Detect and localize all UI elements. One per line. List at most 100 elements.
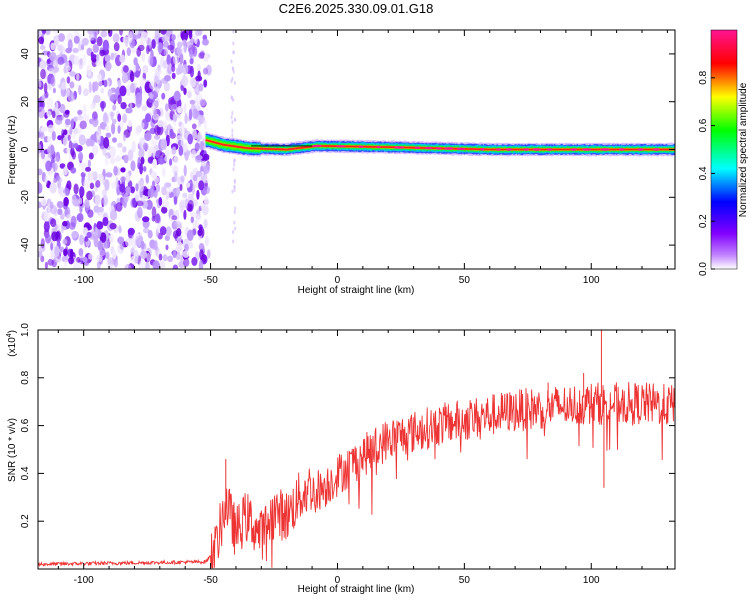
noise-speckle xyxy=(191,128,197,141)
noise-speckle xyxy=(115,176,119,188)
noise-speckle xyxy=(146,252,151,262)
noise-speckle xyxy=(190,77,197,88)
noise-speckle xyxy=(105,172,113,178)
noise-speckle xyxy=(52,87,57,94)
noise-speckle xyxy=(159,260,166,269)
noise-speckle xyxy=(111,122,116,135)
noise-speckle xyxy=(59,103,66,114)
noise-speckle xyxy=(172,54,180,65)
sparse-speckle xyxy=(232,50,235,55)
noise-speckle xyxy=(188,30,193,40)
snr-scale-exp: 4 xyxy=(6,333,13,337)
noise-speckle xyxy=(172,250,177,259)
noise-speckle xyxy=(44,175,48,186)
noise-speckle xyxy=(182,250,190,258)
sparse-speckle xyxy=(234,226,237,231)
noise-speckle xyxy=(89,182,95,190)
noise-speckle xyxy=(77,109,83,116)
noise-speckle xyxy=(152,260,160,269)
spectrogram-xtick-label: 0 xyxy=(335,275,341,286)
sparse-speckle xyxy=(231,189,234,194)
noise-speckle xyxy=(198,114,205,125)
noise-speckle xyxy=(69,81,75,89)
noise-speckle xyxy=(100,30,108,38)
signal-track-highlight xyxy=(394,146,405,149)
sparse-speckle xyxy=(233,210,236,215)
noise-speckle xyxy=(176,228,182,237)
noise-speckle xyxy=(73,143,79,149)
noise-speckle xyxy=(62,238,68,245)
noise-speckle xyxy=(185,41,192,49)
noise-speckle xyxy=(112,118,117,125)
noise-speckle xyxy=(69,248,74,260)
noise-speckle xyxy=(50,218,57,228)
noise-speckle xyxy=(145,174,150,184)
noise-speckle xyxy=(197,229,203,237)
noise-speckle xyxy=(151,206,157,218)
noise-speckle xyxy=(191,257,198,266)
noise-speckle xyxy=(78,84,82,96)
spectrogram-ytick-label: -20 xyxy=(20,190,31,205)
noise-speckle xyxy=(164,149,170,157)
noise-speckle xyxy=(141,105,148,112)
noise-speckle xyxy=(167,123,172,131)
spectrogram-plot-area xyxy=(38,30,675,269)
noise-speckle xyxy=(157,120,164,128)
noise-speckle xyxy=(179,123,185,135)
noise-speckle xyxy=(61,46,66,55)
noise-speckle xyxy=(164,75,171,82)
noise-speckle xyxy=(195,30,201,37)
noise-speckle xyxy=(122,113,128,124)
sparse-speckle xyxy=(233,81,236,85)
signal-track-highlight xyxy=(599,148,610,151)
noise-speckle xyxy=(140,250,148,260)
noise-speckle xyxy=(135,92,143,105)
snr-xtick-label: 50 xyxy=(459,575,471,586)
noise-speckle xyxy=(104,54,111,62)
noise-speckle xyxy=(55,116,63,125)
noise-speckle xyxy=(195,75,203,82)
sparse-speckle xyxy=(233,220,236,225)
snr-ytick-label: 0.2 xyxy=(20,514,31,528)
signal-track-highlight xyxy=(618,148,625,151)
noise-speckle xyxy=(204,235,209,247)
noise-speckle xyxy=(82,227,88,235)
noise-speckle xyxy=(86,64,93,77)
noise-speckle xyxy=(130,47,137,54)
noise-speckle xyxy=(73,127,78,135)
noise-speckle xyxy=(38,80,42,88)
noise-speckle xyxy=(49,201,54,209)
noise-speckle xyxy=(41,96,45,103)
noise-speckle xyxy=(40,68,46,80)
noise-speckle xyxy=(203,118,208,130)
noise-speckle xyxy=(183,258,190,267)
noise-speckle xyxy=(161,167,166,177)
noise-speckle xyxy=(87,253,94,260)
signal-track-highlight xyxy=(358,145,364,148)
noise-speckle xyxy=(93,81,99,92)
noise-speckle xyxy=(65,118,71,126)
noise-speckle xyxy=(180,175,185,183)
noise-speckle xyxy=(161,206,168,214)
noise-speckle xyxy=(155,213,160,222)
noise-speckle xyxy=(173,90,181,102)
noise-speckle xyxy=(62,220,68,227)
noise-speckle xyxy=(150,148,157,154)
noise-speckle xyxy=(135,62,140,72)
noise-speckle xyxy=(67,134,71,141)
noise-speckle xyxy=(78,197,83,205)
noise-speckle xyxy=(109,222,117,230)
noise-speckle xyxy=(95,60,103,67)
noise-speckle xyxy=(127,149,134,161)
noise-speckle xyxy=(118,225,122,231)
spectrogram-xtick-label: 50 xyxy=(459,275,471,286)
noise-speckle xyxy=(94,194,101,206)
noise-speckle xyxy=(164,155,169,162)
noise-speckle xyxy=(56,201,64,209)
noise-speckle xyxy=(85,166,92,172)
noise-speckle xyxy=(78,248,84,257)
noise-speckle xyxy=(112,33,120,43)
noise-speckle xyxy=(172,113,177,122)
noise-speckle xyxy=(77,114,83,121)
